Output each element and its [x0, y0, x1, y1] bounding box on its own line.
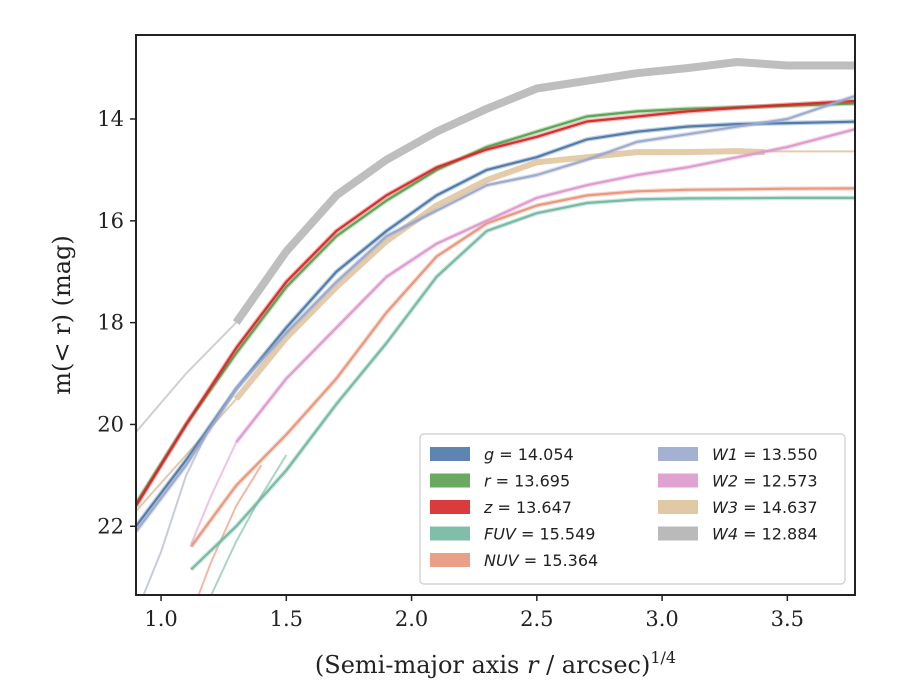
- axes-frame: [135, 34, 856, 596]
- x-axis-label: (Semi-major axis r / arcsec)1/4: [315, 648, 676, 679]
- x-tick-label: 3.0: [645, 607, 678, 631]
- legend-swatch-fuv: [430, 526, 470, 541]
- series-line-w1: [136, 95, 855, 533]
- series-line-w3: [233, 148, 765, 401]
- legend-swatch-w3: [658, 500, 698, 514]
- series-line-z: [136, 99, 855, 507]
- series-layer: [136, 58, 855, 595]
- legend-swatch-w2: [658, 473, 698, 488]
- y-tick-label: 14: [97, 107, 124, 131]
- legend-label-w4: W4 = 12.884: [712, 525, 818, 544]
- series-line-fuv: [190, 196, 855, 571]
- legend-swatch-z: [430, 500, 470, 514]
- legend-label-r: r = 13.695: [484, 472, 570, 491]
- series-extension-1: [136, 398, 237, 512]
- legend-label-w2: W2 = 12.573: [712, 472, 818, 491]
- x-axis-label-tail: / arcsec): [538, 651, 650, 679]
- series-band-w2: [234, 126, 855, 444]
- legend-swatch-g: [430, 447, 470, 461]
- series-line-nuv: [190, 187, 855, 548]
- y-tick-label: 22: [97, 514, 124, 538]
- legend: g = 14.054 r = 13.695 z = 13.647 FUV = 15.5…: [419, 433, 846, 585]
- legend-swatch-w4: [658, 526, 698, 541]
- x-axis-label-main: (Semi-major axis: [315, 651, 527, 679]
- legend-label-g: g = 14.054: [484, 445, 574, 464]
- x-axis-label-exponent: 1/4: [650, 648, 676, 667]
- series-line-r: [136, 102, 855, 504]
- y-axis-label: m(< r) (mag): [48, 235, 76, 394]
- y-tick-label: 16: [97, 209, 124, 233]
- legend-label-w3: W3 = 14.637: [712, 498, 818, 517]
- series-extension-5: [197, 464, 263, 595]
- legend-label-w1: W1 = 13.550: [712, 445, 818, 464]
- x-tick-label: 3.5: [771, 607, 804, 631]
- y-tick-label: 18: [97, 311, 124, 335]
- y-tick-label: 20: [97, 412, 124, 436]
- y-axis-ticks: 14 16 18 20 22: [97, 107, 136, 538]
- legend-box: [419, 433, 846, 585]
- series-line-w4: [232, 58, 855, 325]
- legend-swatch-nuv: [430, 553, 470, 567]
- x-tick-label: 1.5: [270, 607, 303, 631]
- x-axis-label-var: r: [527, 651, 540, 679]
- legend-label-nuv: NUV = 15.364: [484, 551, 598, 570]
- series-extension-2: [190, 441, 238, 545]
- series-line-w2: [235, 128, 855, 443]
- x-tick-label: 1.0: [144, 607, 177, 631]
- series-extension-0: [136, 321, 237, 433]
- legend-label-fuv: FUV = 15.549: [484, 525, 595, 544]
- series-extension-6: [210, 454, 288, 595]
- legend-swatch-w1: [658, 447, 698, 461]
- x-axis-ticks: 1.0 1.5 2.0 2.5 3.0 3.5: [144, 595, 804, 631]
- series-line-g: [136, 120, 855, 527]
- x-tick-label: 2.5: [520, 607, 553, 631]
- x-tick-label: 2.0: [395, 607, 428, 631]
- legend-swatch-r: [430, 473, 470, 488]
- legend-label-z: z = 13.647: [483, 498, 572, 517]
